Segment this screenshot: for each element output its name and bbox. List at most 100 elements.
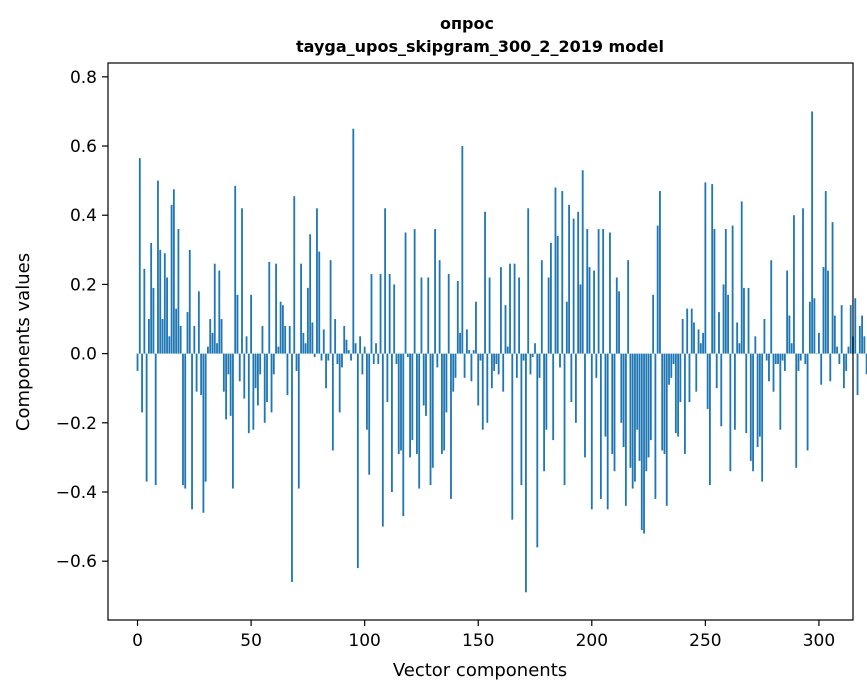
bar-287: [788, 315, 791, 354]
bar-79: [316, 208, 318, 354]
x-tick-label: 0: [132, 631, 143, 651]
bar-207: [606, 353, 609, 510]
bar-146: [468, 350, 471, 354]
bar-26: [195, 353, 198, 392]
bar-102: [368, 353, 371, 475]
bar-224: [645, 353, 648, 472]
bar-19: [179, 325, 182, 354]
y-tick-label: 0.6: [70, 137, 97, 157]
bar-150: [477, 353, 480, 406]
bar-249: [702, 332, 704, 354]
bar-225: [647, 353, 650, 458]
bar-147: [470, 353, 473, 382]
bar-193: [574, 353, 577, 423]
bar-126: [422, 353, 425, 406]
x-tick-label: 300: [803, 631, 835, 651]
bar-130: [431, 353, 434, 468]
bar-274: [758, 353, 761, 437]
bar-291: [797, 353, 800, 371]
bars-group: [136, 111, 867, 593]
bar-320: [863, 336, 866, 354]
bar-55: [261, 325, 264, 354]
bar-60: [272, 353, 275, 375]
bar-231: [661, 353, 664, 451]
bar-41: [229, 353, 232, 416]
bar-94: [350, 353, 352, 361]
bar-153: [484, 211, 486, 354]
bar-289: [793, 215, 795, 354]
bar-208: [609, 232, 611, 354]
bar-247: [697, 329, 700, 354]
bar-170: [522, 353, 525, 361]
bar-262: [731, 225, 734, 354]
bar-1: [138, 158, 141, 354]
bar-142: [459, 332, 461, 354]
bar-81: [320, 353, 323, 361]
bar-177: [538, 353, 541, 378]
bar-226: [649, 353, 652, 441]
bar-294: [804, 353, 807, 364]
bar-65: [284, 325, 287, 354]
bar-134: [440, 353, 443, 454]
bar-301: [820, 353, 823, 385]
bar-182: [550, 242, 552, 354]
bar-132: [436, 353, 439, 368]
bar-240: [681, 319, 684, 354]
bar-11: [161, 319, 164, 354]
bar-83: [325, 353, 327, 389]
y-tick-label: 0.2: [70, 275, 97, 295]
bar-115: [397, 353, 400, 454]
bar-176: [536, 353, 539, 548]
bar-31: [207, 346, 209, 354]
bar-234: [668, 353, 670, 385]
bar-50: [250, 294, 253, 354]
bar-230: [659, 191, 661, 354]
bar-2: [141, 353, 143, 413]
bar-310: [840, 305, 843, 354]
bar-219: [634, 353, 636, 482]
bar-125: [420, 277, 423, 354]
bar-250: [704, 182, 707, 354]
bar-32: [209, 319, 212, 354]
bar-218: [631, 353, 634, 489]
bar-128: [427, 277, 430, 354]
bar-99: [361, 353, 364, 375]
bar-311: [843, 353, 845, 389]
bar-307: [833, 315, 836, 354]
bar-270: [749, 353, 752, 461]
bar-53: [257, 353, 259, 406]
bar-143: [461, 146, 464, 354]
bar-266: [740, 201, 743, 354]
bar-200: [590, 353, 593, 510]
bar-137: [447, 274, 450, 354]
bar-25: [193, 325, 196, 354]
bar-13: [166, 277, 168, 354]
y-tick-label: −0.6: [56, 552, 97, 572]
bar-156: [490, 353, 493, 389]
bar-174: [531, 353, 534, 358]
bar-299: [815, 353, 818, 355]
bar-112: [391, 353, 393, 492]
bar-256: [718, 312, 720, 354]
bar-312: [845, 353, 848, 371]
y-tick-label: −0.2: [56, 414, 97, 434]
bar-280: [772, 353, 775, 392]
bar-91: [343, 325, 346, 354]
bar-253: [711, 184, 714, 354]
bar-58: [268, 261, 271, 354]
bar-221: [638, 353, 641, 461]
bar-117: [402, 353, 405, 517]
bar-12: [163, 253, 166, 354]
bar-98: [359, 336, 362, 354]
bar-196: [581, 170, 584, 354]
bar-271: [752, 353, 754, 472]
bar-260: [727, 294, 729, 354]
bar-238: [677, 353, 680, 437]
bar-282: [777, 353, 779, 364]
bar-241: [684, 353, 686, 454]
bar-285: [783, 353, 786, 371]
bar-203: [597, 229, 600, 354]
bar-140: [454, 353, 457, 378]
bar-33: [211, 332, 214, 354]
